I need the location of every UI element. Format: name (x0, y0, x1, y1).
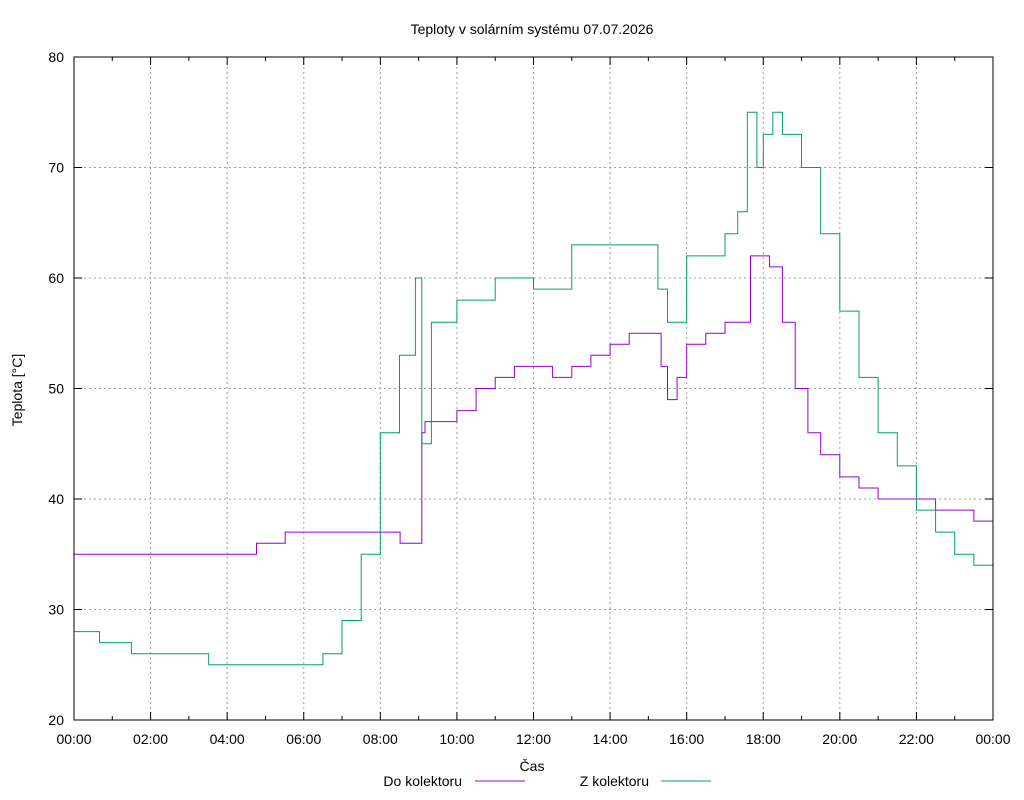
y-tick-label: 70 (48, 160, 64, 176)
x-tick-label: 02:00 (133, 731, 168, 747)
x-tick-label: 00:00 (56, 731, 91, 747)
legend-label: Do kolektoru (383, 773, 462, 789)
series-lines (74, 111, 994, 666)
x-tick-label: 08:00 (363, 731, 398, 747)
x-tick-label: 04:00 (210, 731, 245, 747)
x-tick-label: 16:00 (669, 731, 704, 747)
series-line-z-kolektoru (74, 111, 994, 666)
grid (74, 57, 993, 720)
y-tick-label: 80 (48, 49, 64, 65)
legend-label: Z kolektoru (580, 773, 649, 789)
legend: Do kolektoru Z kolektoru (383, 773, 711, 789)
x-tick-label: 06:00 (286, 731, 321, 747)
x-tick-label: 18:00 (746, 731, 781, 747)
y-tick-label: 20 (48, 712, 64, 728)
y-tick-label: 30 (48, 602, 64, 618)
y-axis-label: Teplota [°C] (9, 354, 25, 427)
x-tick-label: 10:00 (439, 731, 474, 747)
x-tick-label: 12:00 (516, 731, 551, 747)
y-tick-label: 50 (48, 381, 64, 397)
chart-title: Teploty v solárním systému 07.07.2026 (411, 21, 654, 37)
axis-ticks: 20 30 40 50 60 70 80 00:00 02:00 04:00 06:00 08:00 1… (48, 49, 1010, 747)
x-tick-label: 20:00 (822, 731, 857, 747)
y-tick-label: 60 (48, 270, 64, 286)
series-line-do-kolektoru (74, 255, 994, 555)
x-tick-label: 14:00 (593, 731, 628, 747)
x-tick-label: 00:00 (975, 731, 1010, 747)
x-tick-label: 22:00 (899, 731, 934, 747)
y-tick-label: 40 (48, 491, 64, 507)
x-axis-label: Čas (520, 758, 545, 774)
